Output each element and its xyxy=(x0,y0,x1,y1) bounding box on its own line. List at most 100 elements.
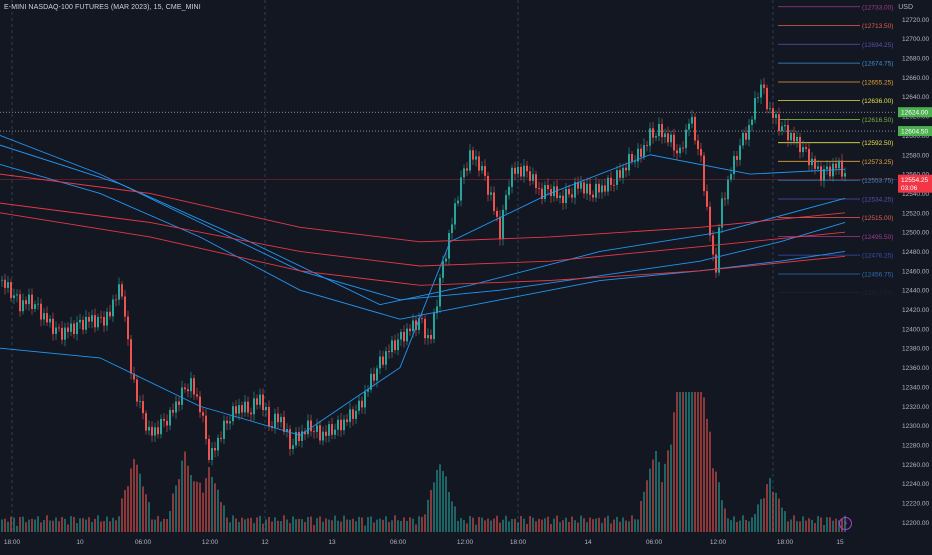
volume-bar xyxy=(751,517,753,532)
candle-body xyxy=(694,116,696,141)
volume-bar xyxy=(772,491,774,532)
candle-body xyxy=(565,188,567,204)
candle-body xyxy=(520,166,522,177)
volume-bar xyxy=(460,517,462,532)
candle-body xyxy=(775,114,777,118)
volume-bar xyxy=(298,518,300,532)
volume-bar xyxy=(202,492,204,532)
candle-body xyxy=(391,340,393,353)
volume-bar xyxy=(220,501,222,532)
volume-bar xyxy=(124,490,126,532)
candle-body xyxy=(31,294,33,309)
volume-bar xyxy=(817,516,819,532)
candle-body xyxy=(103,317,105,326)
volume-bar xyxy=(106,516,108,532)
candle-body xyxy=(127,316,129,340)
candle-body xyxy=(436,306,438,314)
candle-body xyxy=(562,195,564,204)
volume-bar xyxy=(82,518,84,532)
candle-body xyxy=(418,318,420,330)
volume-bar xyxy=(142,486,144,532)
level-label-3: (12674.75) xyxy=(862,61,893,68)
candle-body xyxy=(361,400,363,408)
volume-bar xyxy=(646,480,648,532)
candle-body xyxy=(226,420,228,424)
y-tick-label-13: 12460.00 xyxy=(902,268,929,275)
volume-bar xyxy=(478,517,480,532)
price-tag-1: 12604.50 xyxy=(901,129,928,136)
lightning-icon[interactable]: ⚡ xyxy=(839,517,852,530)
candle-body xyxy=(706,191,708,207)
volume-bar xyxy=(508,521,510,532)
volume-bar xyxy=(223,505,225,532)
volume-bar xyxy=(289,523,291,532)
volume-bar xyxy=(115,520,117,532)
candle-body xyxy=(730,174,732,180)
level-label-11: (12515.00) xyxy=(862,215,893,222)
volume-bar xyxy=(694,392,696,532)
candle-body xyxy=(631,153,633,162)
volume-bar xyxy=(562,520,564,532)
candle-body xyxy=(358,400,360,411)
volume-bar xyxy=(355,521,357,532)
candle-body xyxy=(409,328,411,332)
candle-body xyxy=(235,406,237,414)
x-tick-label-4: 12 xyxy=(261,539,269,546)
candle-body xyxy=(469,150,471,171)
candle-body xyxy=(529,171,531,181)
volume-bar xyxy=(805,520,807,532)
candle-body xyxy=(199,396,201,413)
candle-body xyxy=(607,177,609,192)
candle-body xyxy=(178,401,180,405)
level-label-7: (12592.50) xyxy=(862,140,893,147)
candle-body xyxy=(802,147,804,153)
volume-bar xyxy=(322,521,324,532)
volume-bar xyxy=(415,524,417,532)
volume-bar xyxy=(544,518,546,532)
candle-body xyxy=(484,166,486,176)
volume-bar xyxy=(676,392,678,532)
volume-bar xyxy=(226,517,228,532)
volume-bar xyxy=(520,516,522,532)
candle-body xyxy=(322,431,324,441)
volume-bar xyxy=(109,521,111,532)
volume-bar xyxy=(742,515,744,532)
candle-body xyxy=(145,413,147,431)
candle-body xyxy=(757,97,759,99)
volume-bar xyxy=(385,516,387,532)
level-label-2: (12694.25) xyxy=(862,42,893,49)
x-tick-label-6: 06:00 xyxy=(390,539,407,546)
x-tick-label-3: 12:00 xyxy=(202,539,219,546)
volume-bar xyxy=(247,518,249,532)
candle-body xyxy=(649,128,651,146)
volume-bar xyxy=(778,498,780,532)
candle-body xyxy=(301,431,303,442)
candle-body xyxy=(742,132,744,146)
candle-body xyxy=(229,421,231,424)
volume-bar xyxy=(139,473,141,532)
volume-bar xyxy=(376,519,378,532)
volume-bar xyxy=(262,523,264,532)
volume-bar xyxy=(793,515,795,532)
candle-body xyxy=(406,328,408,342)
volume-bar xyxy=(85,519,87,532)
candle-body xyxy=(298,432,300,442)
volume-bar xyxy=(430,489,432,532)
ma-blue-line-1 xyxy=(0,164,846,320)
candle-body xyxy=(700,149,702,156)
candle-body xyxy=(166,420,168,426)
candle-body xyxy=(766,87,768,110)
volume-bar xyxy=(313,525,315,532)
volume-bar xyxy=(283,515,285,532)
candle-body xyxy=(1,279,3,281)
level-label-15: (12437.50) xyxy=(862,290,893,297)
candle-body xyxy=(703,155,705,192)
candle-body xyxy=(457,200,459,204)
price-tag-2: 12554.25 xyxy=(901,177,928,184)
candle-body xyxy=(124,296,126,317)
candle-body xyxy=(829,166,831,177)
volume-bar xyxy=(265,519,267,532)
candle-body xyxy=(673,134,675,151)
